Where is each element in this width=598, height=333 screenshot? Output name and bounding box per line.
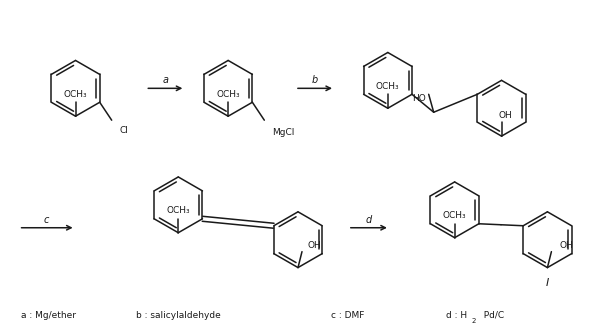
Text: Cl: Cl <box>120 126 129 135</box>
Text: a: a <box>162 75 168 85</box>
Text: MgCl: MgCl <box>272 128 295 137</box>
Text: Pd/C: Pd/C <box>478 311 504 320</box>
Text: OCH₃: OCH₃ <box>216 90 240 99</box>
Text: c : DMF: c : DMF <box>331 311 365 320</box>
Text: d: d <box>366 215 372 225</box>
Text: OH: OH <box>559 241 573 250</box>
Text: OCH₃: OCH₃ <box>443 211 466 220</box>
Text: OH: OH <box>499 111 512 120</box>
Text: OCH₃: OCH₃ <box>64 90 87 99</box>
Text: d : H: d : H <box>447 311 468 320</box>
Text: 2: 2 <box>472 318 476 324</box>
Text: OCH₃: OCH₃ <box>376 82 399 91</box>
Text: HO: HO <box>412 94 426 103</box>
Text: b: b <box>312 75 318 85</box>
Text: c: c <box>44 215 49 225</box>
Text: I: I <box>546 277 549 287</box>
Text: OH: OH <box>308 241 322 250</box>
Text: a : Mg/ether: a : Mg/ether <box>21 311 76 320</box>
Text: b : salicylaldehyde: b : salicylaldehyde <box>136 311 221 320</box>
Text: OCH₃: OCH₃ <box>166 206 190 215</box>
